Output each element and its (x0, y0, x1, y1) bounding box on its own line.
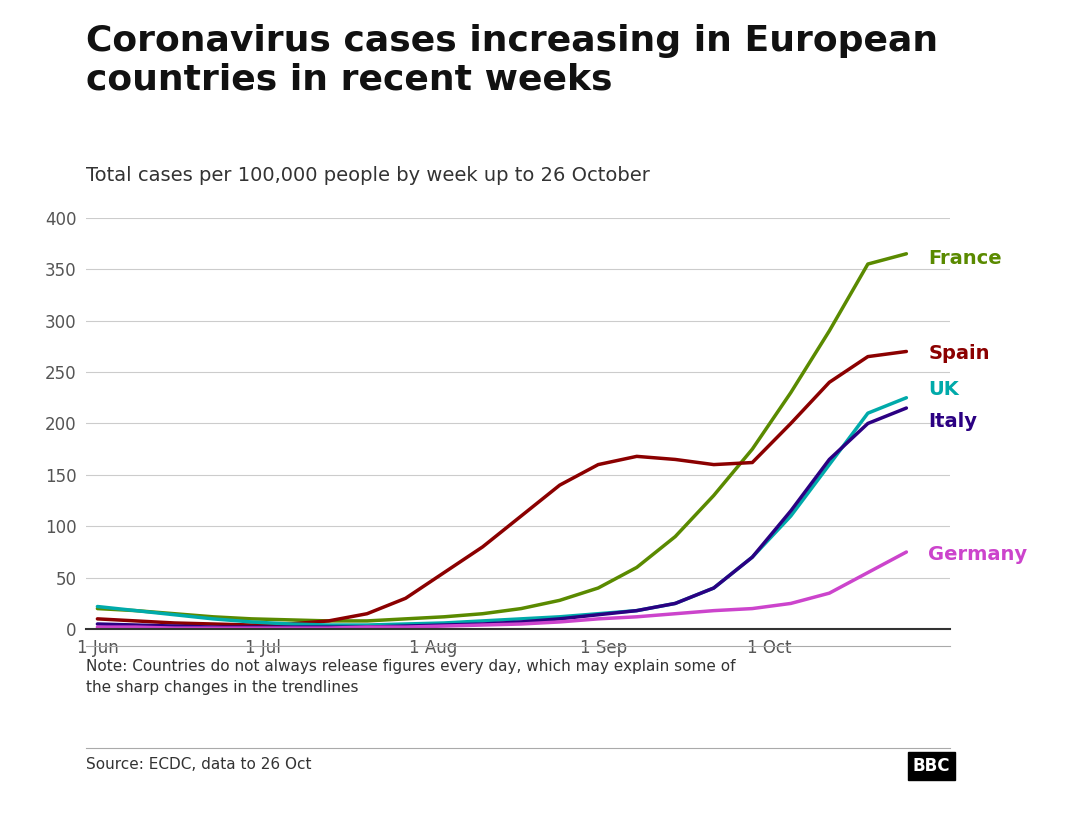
Text: Note: Countries do not always release figures every day, which may explain some : Note: Countries do not always release fi… (86, 659, 735, 695)
Text: Germany: Germany (929, 545, 1027, 563)
Text: Italy: Italy (929, 412, 977, 431)
Text: Total cases per 100,000 people by week up to 26 October: Total cases per 100,000 people by week u… (86, 165, 650, 185)
Text: Coronavirus cases increasing in European
countries in recent weeks: Coronavirus cases increasing in European… (86, 24, 939, 97)
Text: Spain: Spain (929, 344, 990, 363)
Text: France: France (929, 249, 1002, 269)
Text: BBC: BBC (913, 757, 950, 775)
Text: UK: UK (929, 380, 959, 399)
Text: Source: ECDC, data to 26 Oct: Source: ECDC, data to 26 Oct (86, 757, 312, 772)
